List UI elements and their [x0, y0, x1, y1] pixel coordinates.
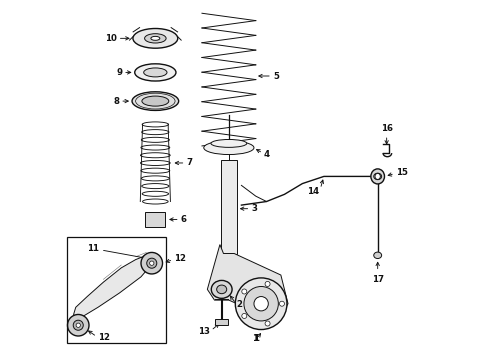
Circle shape	[254, 297, 269, 311]
Text: 8: 8	[114, 96, 120, 105]
Circle shape	[68, 315, 89, 336]
Text: 2: 2	[237, 300, 243, 309]
Circle shape	[73, 320, 83, 330]
Text: 12: 12	[174, 255, 186, 264]
Circle shape	[242, 289, 247, 294]
Ellipse shape	[374, 173, 382, 180]
Ellipse shape	[217, 285, 227, 294]
Text: 7: 7	[187, 158, 193, 167]
Bar	[221, 160, 237, 253]
Polygon shape	[207, 244, 288, 321]
Text: 17: 17	[371, 275, 384, 284]
Ellipse shape	[135, 64, 176, 81]
Bar	[68, 237, 166, 343]
Circle shape	[242, 314, 247, 319]
Text: 11: 11	[87, 244, 98, 253]
Ellipse shape	[151, 36, 160, 40]
Ellipse shape	[375, 174, 380, 180]
Text: 10: 10	[105, 34, 117, 43]
Ellipse shape	[211, 280, 232, 298]
Text: 4: 4	[264, 150, 270, 159]
Ellipse shape	[374, 252, 382, 258]
Ellipse shape	[142, 96, 169, 106]
Text: 5: 5	[273, 72, 279, 81]
Bar	[146, 212, 166, 226]
Text: 12: 12	[98, 333, 110, 342]
Text: 1: 1	[252, 334, 258, 343]
Text: 16: 16	[381, 125, 392, 134]
Text: 13: 13	[198, 327, 210, 336]
Ellipse shape	[145, 34, 166, 43]
Circle shape	[265, 321, 270, 326]
Circle shape	[147, 258, 157, 268]
Text: 15: 15	[395, 168, 408, 177]
Text: 3: 3	[251, 204, 257, 213]
Text: 14: 14	[307, 187, 319, 196]
Circle shape	[235, 278, 287, 329]
Ellipse shape	[144, 68, 167, 77]
Ellipse shape	[133, 28, 178, 48]
Ellipse shape	[211, 139, 247, 147]
Polygon shape	[74, 255, 152, 320]
Circle shape	[76, 323, 80, 327]
Circle shape	[141, 252, 163, 274]
Text: 1: 1	[253, 334, 259, 343]
Text: 9: 9	[116, 68, 122, 77]
Bar	[215, 319, 228, 325]
Text: 6: 6	[180, 215, 187, 224]
Circle shape	[279, 301, 285, 306]
Ellipse shape	[132, 92, 179, 111]
Circle shape	[244, 287, 278, 321]
Circle shape	[149, 261, 154, 265]
Circle shape	[265, 282, 270, 287]
Ellipse shape	[204, 141, 254, 154]
Ellipse shape	[371, 169, 385, 184]
